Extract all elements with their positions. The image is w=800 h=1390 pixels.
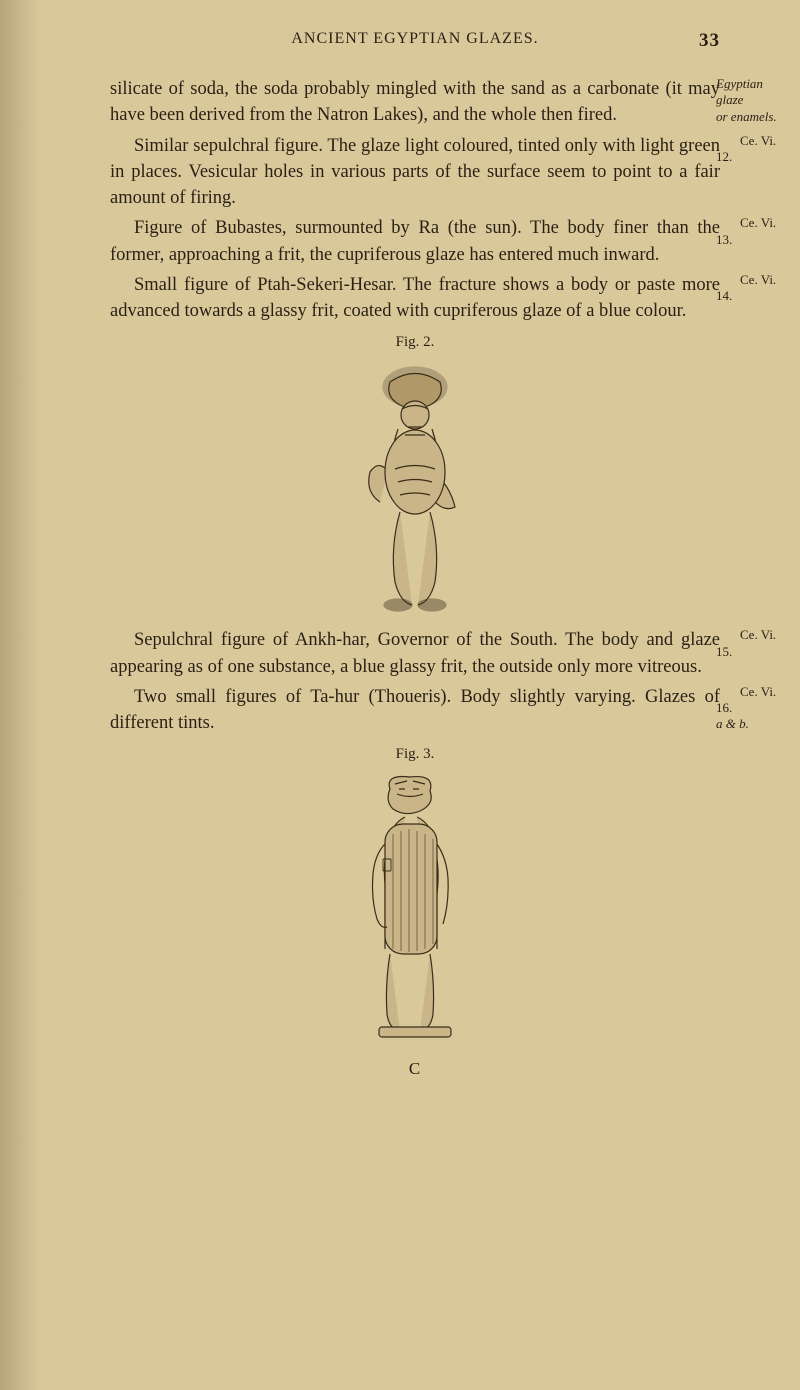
- body-text: Egyptian glaze or enamels. silicate of s…: [110, 76, 720, 1079]
- paragraph-2: Ce. Vi. 12. Similar sepulchral figure. T…: [110, 133, 720, 212]
- figure-2-illustration: [320, 357, 510, 612]
- page-content: ANCIENT EGYPTIAN GLAZES. 33 Egyptian gla…: [0, 0, 800, 1109]
- figure-3-illustration: [335, 769, 495, 1044]
- paragraph-5-text: Sepulchral figure of Ankh-har, Governor …: [110, 630, 720, 676]
- signature-mark: C: [110, 1059, 720, 1079]
- page-number: 33: [699, 30, 720, 52]
- margin-note-3: Ce. Vi. 13.: [716, 215, 786, 248]
- paragraph-4: Ce. Vi. 14. Small figure of Ptah-Sekeri-…: [110, 272, 720, 325]
- paragraph-1: Egyptian glaze or enamels. silicate of s…: [110, 76, 720, 129]
- margin-note-6b: a & b.: [716, 716, 749, 731]
- margin-note-1a: Egyptian glaze: [716, 76, 763, 107]
- figure-2: [110, 357, 720, 617]
- margin-note-6: Ce. Vi. 16. a & b.: [716, 684, 786, 733]
- margin-note-5: Ce. Vi. 15.: [716, 627, 786, 660]
- paragraph-3-text: Figure of Bubastes, surmounted by Ra (th…: [110, 218, 720, 264]
- figure-2-label: Fig. 2.: [110, 334, 720, 351]
- page-shadow: [0, 0, 40, 1390]
- margin-note-6a: Ce. Vi. 16.: [716, 684, 776, 715]
- page-header: ANCIENT EGYPTIAN GLAZES. 33: [110, 30, 720, 48]
- header-title: ANCIENT EGYPTIAN GLAZES.: [291, 30, 538, 48]
- margin-note-2: Ce. Vi. 12.: [716, 133, 786, 166]
- paragraph-3: Ce. Vi. 13. Figure of Bubastes, surmount…: [110, 215, 720, 268]
- paragraph-2-text: Similar sepulchral figure. The glaze lig…: [110, 136, 720, 209]
- paragraph-6-text: Two small figures of Ta-hur (Thoueris). …: [110, 687, 720, 733]
- margin-note-1b: or enamels.: [716, 109, 777, 124]
- margin-note-4: Ce. Vi. 14.: [716, 272, 786, 305]
- figure-3-label: Fig. 3.: [110, 746, 720, 763]
- paragraph-4-text: Small figure of Ptah-Sekeri-Hesar. The f…: [110, 275, 720, 321]
- paragraph-1-text: silicate of soda, the soda probably ming…: [110, 79, 720, 125]
- paragraph-6: Ce. Vi. 16. a & b. Two small figures of …: [110, 684, 720, 737]
- figure-3: [110, 769, 720, 1049]
- paragraph-5: Ce. Vi. 15. Sepulchral figure of Ankh-ha…: [110, 627, 720, 680]
- margin-note-1: Egyptian glaze or enamels.: [716, 76, 786, 125]
